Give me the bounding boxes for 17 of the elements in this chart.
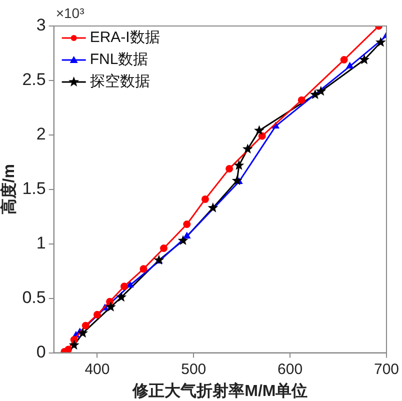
y-tick-label: 3 [36,16,46,35]
legend-label: FNL数据 [90,51,148,68]
y-tick-label: 1.5 [22,179,46,198]
y-tick-label: 2 [36,124,46,144]
legend-label: ERA-I数据 [90,29,160,46]
y-tick-label: 2.5 [22,70,46,90]
y-tick-label: 1 [36,234,46,253]
x-axis-title: 修正大气折射率M/M单位 [132,380,308,400]
x-tick-label: 700 [374,360,399,378]
y-axis-title: 高度/m [0,164,18,215]
x-tick-label: 400 [84,360,110,378]
x-tick-label: 600 [278,360,303,378]
y-tick-label: 0.5 [22,288,46,308]
text: ×10³ [56,4,85,21]
y-tick-label: 0 [36,342,46,362]
x-tick-label: 500 [181,360,206,378]
legend-label: 探空数据 [90,73,150,90]
